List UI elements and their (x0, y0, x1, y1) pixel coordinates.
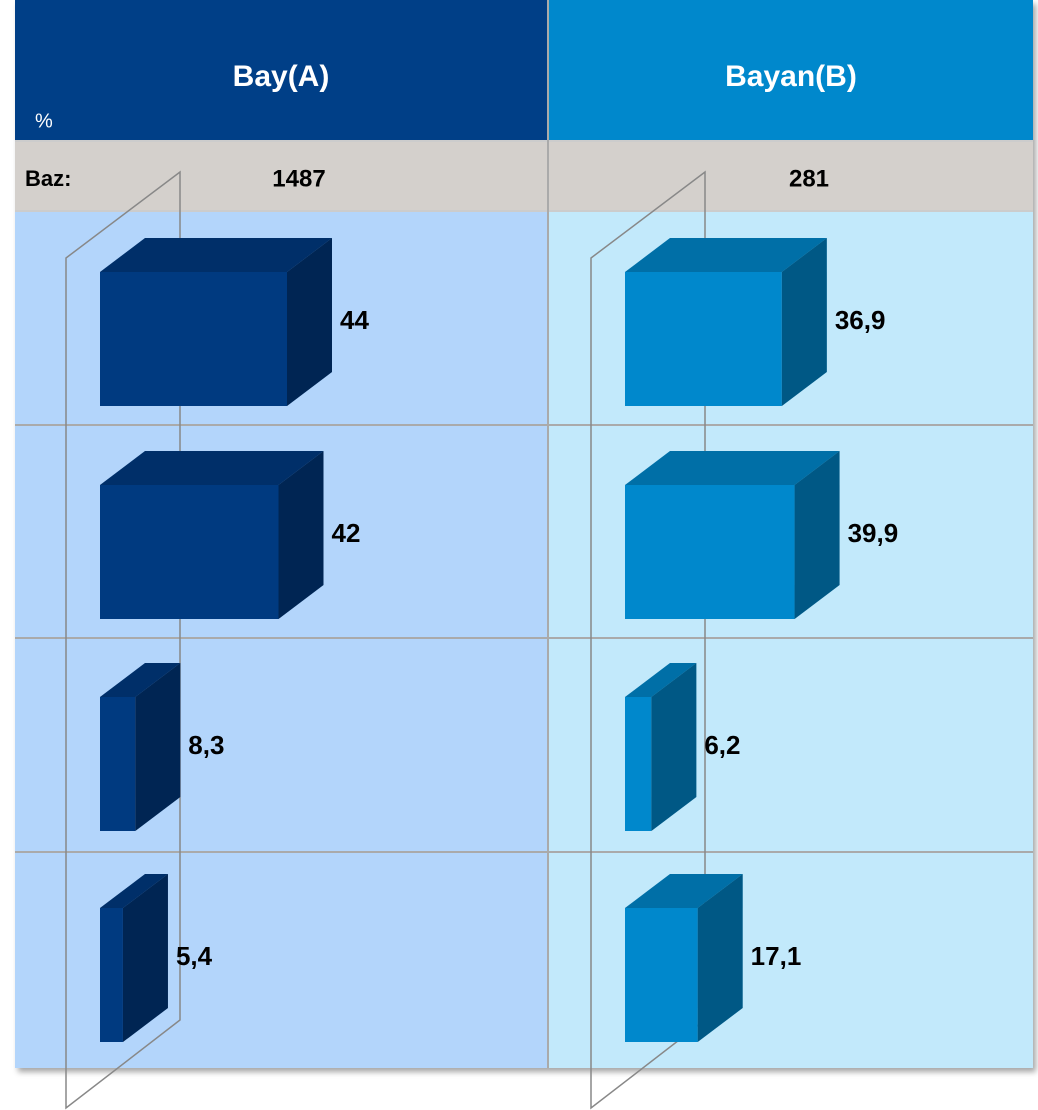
value-label: 44 (340, 305, 369, 335)
base-value: 1487 (272, 165, 325, 192)
bar-top (100, 874, 168, 908)
bar-top-shade (100, 663, 181, 697)
bar-side (287, 238, 332, 406)
bar (625, 451, 840, 619)
bar-side (697, 874, 743, 1042)
bar (625, 663, 697, 831)
bar-front (100, 272, 287, 406)
value-label: 8,3 (188, 730, 224, 760)
bar-front (625, 908, 698, 1042)
bar-side-shade (794, 451, 840, 619)
value-label: 36,9 (835, 305, 886, 335)
bar-top (100, 663, 181, 697)
bar-side (135, 663, 181, 831)
bar-top (625, 874, 743, 908)
bar-top-shade (625, 238, 827, 272)
header-cell (549, 0, 1033, 140)
bar (625, 874, 743, 1042)
bar-side (651, 663, 697, 831)
bar-front (100, 485, 279, 619)
grid (15, 0, 1033, 1068)
bar (100, 451, 324, 619)
bar-top (625, 451, 840, 485)
panel-title: Bayan(B) (725, 60, 857, 93)
header-cell (15, 0, 547, 140)
bar-top (100, 238, 332, 272)
bar-front (625, 697, 652, 831)
bar (100, 663, 181, 831)
bar-top-shade (100, 238, 332, 272)
bar-front (625, 485, 795, 619)
bar-top (100, 451, 324, 485)
bar-side-shade (278, 451, 324, 619)
base-value: 281 (789, 165, 829, 192)
bar-side (278, 451, 324, 619)
base-label: Baz: (25, 166, 71, 191)
base-row (15, 142, 1033, 210)
bar-top-shade (625, 451, 840, 485)
value-label: 6,2 (704, 730, 740, 760)
bar-front (625, 272, 782, 406)
bar-side-shade (122, 874, 168, 1042)
wall (65, 170, 181, 1110)
bar-top-shade (625, 874, 743, 908)
value-label: 39,9 (848, 518, 899, 548)
bar-top-shade (100, 874, 168, 908)
bar-front (100, 697, 136, 831)
bar-side-shade (287, 238, 332, 406)
bar-top (625, 238, 827, 272)
value-label: 42 (332, 518, 361, 548)
bar-side-shade (135, 663, 181, 831)
unit-label: % (35, 110, 53, 132)
value-label: 17,1 (751, 941, 802, 971)
bar-side (794, 451, 840, 619)
bar-side-shade (651, 663, 697, 831)
bar-side-shade (697, 874, 743, 1042)
bar (100, 238, 332, 406)
bar-top-shade (100, 451, 324, 485)
bar-side (781, 238, 827, 406)
bar (625, 238, 827, 406)
bar (100, 874, 168, 1042)
bar-side (122, 874, 168, 1042)
bar-side-shade (781, 238, 827, 406)
bar-top-shade (625, 663, 697, 697)
value-label: 5,4 (176, 941, 213, 971)
bar-front (100, 908, 123, 1042)
bar-top (625, 663, 697, 697)
panel-title: Bay(A) (233, 60, 330, 93)
